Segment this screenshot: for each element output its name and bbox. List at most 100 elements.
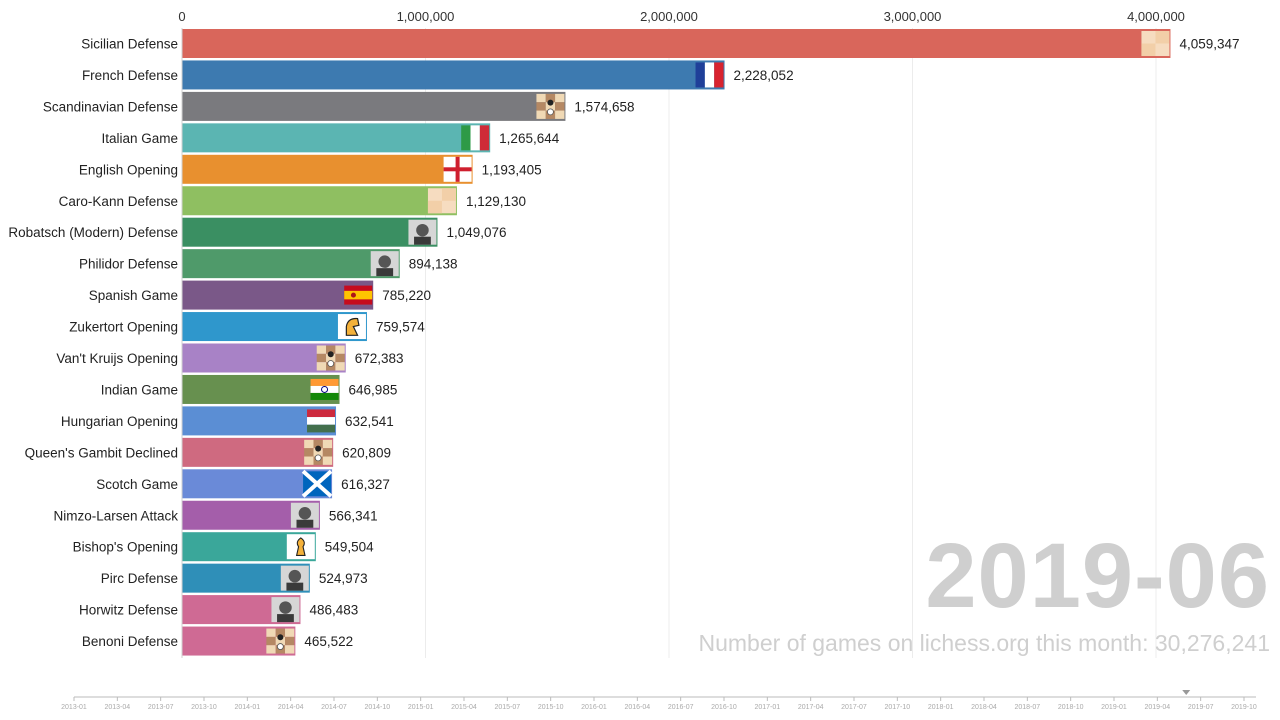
value-label: 1,265,644: [499, 131, 560, 146]
value-label: 486,483: [309, 603, 358, 618]
timeline-current-marker[interactable]: [1182, 690, 1191, 695]
x-axis-ticks: 0 1,000,000 2,000,000 3,000,000 4,000,000: [178, 9, 1185, 24]
bar: [182, 186, 457, 216]
timeline-label: 2014-01: [234, 704, 260, 711]
bar-row: Pirc Defense 524,973: [101, 563, 368, 593]
knight-icon: [337, 314, 366, 340]
timeline-label: 2019-04: [1144, 704, 1170, 711]
category-label: Indian Game: [101, 382, 178, 397]
category-label: French Defense: [82, 68, 178, 83]
value-label: 616,327: [341, 477, 390, 492]
timeline-label: 2017-01: [754, 704, 780, 711]
category-label: Philidor Defense: [79, 257, 178, 272]
bar-row: French Defense 2,228,052: [82, 60, 794, 90]
category-label: Nimzo-Larsen Attack: [53, 508, 178, 523]
timeline-label: 2015-10: [538, 704, 564, 711]
bar-row: Spanish Game 785,220: [89, 280, 431, 310]
category-label: Caro-Kann Defense: [59, 194, 178, 209]
timeline-label: 2019-10: [1231, 704, 1257, 711]
x-tick-label: 4,000,000: [1127, 9, 1185, 24]
bar-row: Indian Game 646,985: [101, 374, 398, 404]
value-label: 566,341: [329, 508, 378, 523]
value-label: 1,129,130: [466, 194, 526, 209]
value-label: 1,049,076: [446, 225, 506, 240]
bar-row: Scandinavian Defense 1,574,658: [43, 91, 634, 121]
timeline-label: 2016-01: [581, 704, 607, 711]
category-label: Van't Kruijs Opening: [56, 351, 178, 366]
timeline-label: 2013-07: [148, 704, 174, 711]
value-label: 759,574: [376, 320, 425, 335]
timeline-label: 2013-10: [191, 704, 217, 711]
period-label: 2019-06: [925, 525, 1270, 627]
value-label: 2,228,052: [734, 68, 794, 83]
flag-hungary-icon: [307, 409, 336, 433]
bar-row: Bishop's Opening 549,504: [73, 532, 374, 562]
player-portrait-icon: [370, 251, 399, 277]
flag-scotland-icon: [301, 469, 333, 498]
bar-row: Italian Game 1,265,644: [101, 123, 560, 153]
category-label: Sicilian Defense: [81, 37, 178, 52]
timeline-label: 2014-10: [364, 704, 390, 711]
timeline-label: 2014-07: [321, 704, 347, 711]
value-label: 785,220: [382, 288, 431, 303]
timeline-axis[interactable]: 2013-01 2013-04 2013-07 2013-10 2014-01 2014-…: [61, 690, 1257, 711]
bar-row: Van't Kruijs Opening 672,383: [56, 343, 404, 373]
chess-position-icon: [316, 345, 345, 371]
timeline-label: 2014-04: [278, 704, 304, 711]
chess-position-icon: [536, 93, 565, 119]
x-tick-label: 0: [178, 9, 185, 24]
bar: [182, 249, 400, 279]
timeline-label: 2016-04: [624, 704, 650, 711]
category-label: Robatsch (Modern) Defense: [8, 225, 178, 240]
games-count-caption: Number of games on lichess.org this mont…: [698, 630, 1271, 656]
timeline-label: 2018-04: [971, 704, 997, 711]
timeline-label: 2013-01: [61, 704, 87, 711]
timeline-label: 2015-04: [451, 704, 477, 711]
category-label: Bishop's Opening: [73, 540, 178, 555]
flag-spain-icon: [344, 285, 373, 305]
player-portrait-icon: [290, 502, 319, 528]
timeline-label: 2016-07: [668, 704, 694, 711]
bar-row: English Opening 1,193,405: [79, 154, 542, 184]
category-label: Zukertort Opening: [69, 320, 178, 335]
move-e4-c5-icon: [1141, 31, 1170, 56]
value-label: 646,985: [349, 382, 398, 397]
bars: Sicilian Defense 4,059,347 French Defense 2…: [8, 29, 1240, 656]
chess-position-icon: [266, 628, 295, 654]
player-portrait-icon: [408, 219, 437, 245]
bar-row: Scotch Game 616,327: [96, 469, 390, 499]
category-label: Benoni Defense: [82, 634, 178, 649]
category-label: Scandinavian Defense: [43, 99, 178, 114]
value-label: 524,973: [319, 571, 368, 586]
timeline-label: 2013-04: [104, 704, 130, 711]
bar-row: Hungarian Opening 632,541: [61, 406, 394, 436]
value-label: 894,138: [409, 257, 458, 272]
value-label: 632,541: [345, 414, 394, 429]
bar: [182, 154, 473, 184]
bar: [182, 29, 1171, 58]
value-label: 1,574,658: [574, 99, 634, 114]
value-label: 4,059,347: [1179, 37, 1239, 52]
chess-position-icon: [304, 439, 333, 465]
category-label: Spanish Game: [89, 288, 178, 303]
x-tick-label: 1,000,000: [397, 9, 455, 24]
bar: [182, 123, 491, 153]
player-portrait-icon: [280, 565, 309, 591]
value-label: 1,193,405: [482, 162, 542, 177]
bishop-icon: [286, 534, 315, 560]
bar-row: Zukertort Opening 759,574: [69, 312, 425, 342]
flag-italy-icon: [461, 125, 490, 151]
timeline-label: 2018-10: [1058, 704, 1084, 711]
category-label: Horwitz Defense: [79, 603, 178, 618]
timeline-label: 2017-04: [798, 704, 824, 711]
timeline-label: 2018-07: [1014, 704, 1040, 711]
bar-row: Nimzo-Larsen Attack 566,341: [53, 500, 378, 530]
category-label: Queen's Gambit Declined: [25, 445, 178, 460]
x-tick-label: 3,000,000: [884, 9, 942, 24]
bar-row: Robatsch (Modern) Defense 1,049,076: [8, 217, 507, 247]
timeline-label: 2018-01: [928, 704, 954, 711]
value-label: 620,809: [342, 445, 391, 460]
bar: [182, 280, 374, 310]
flag-france-icon: [695, 62, 724, 88]
